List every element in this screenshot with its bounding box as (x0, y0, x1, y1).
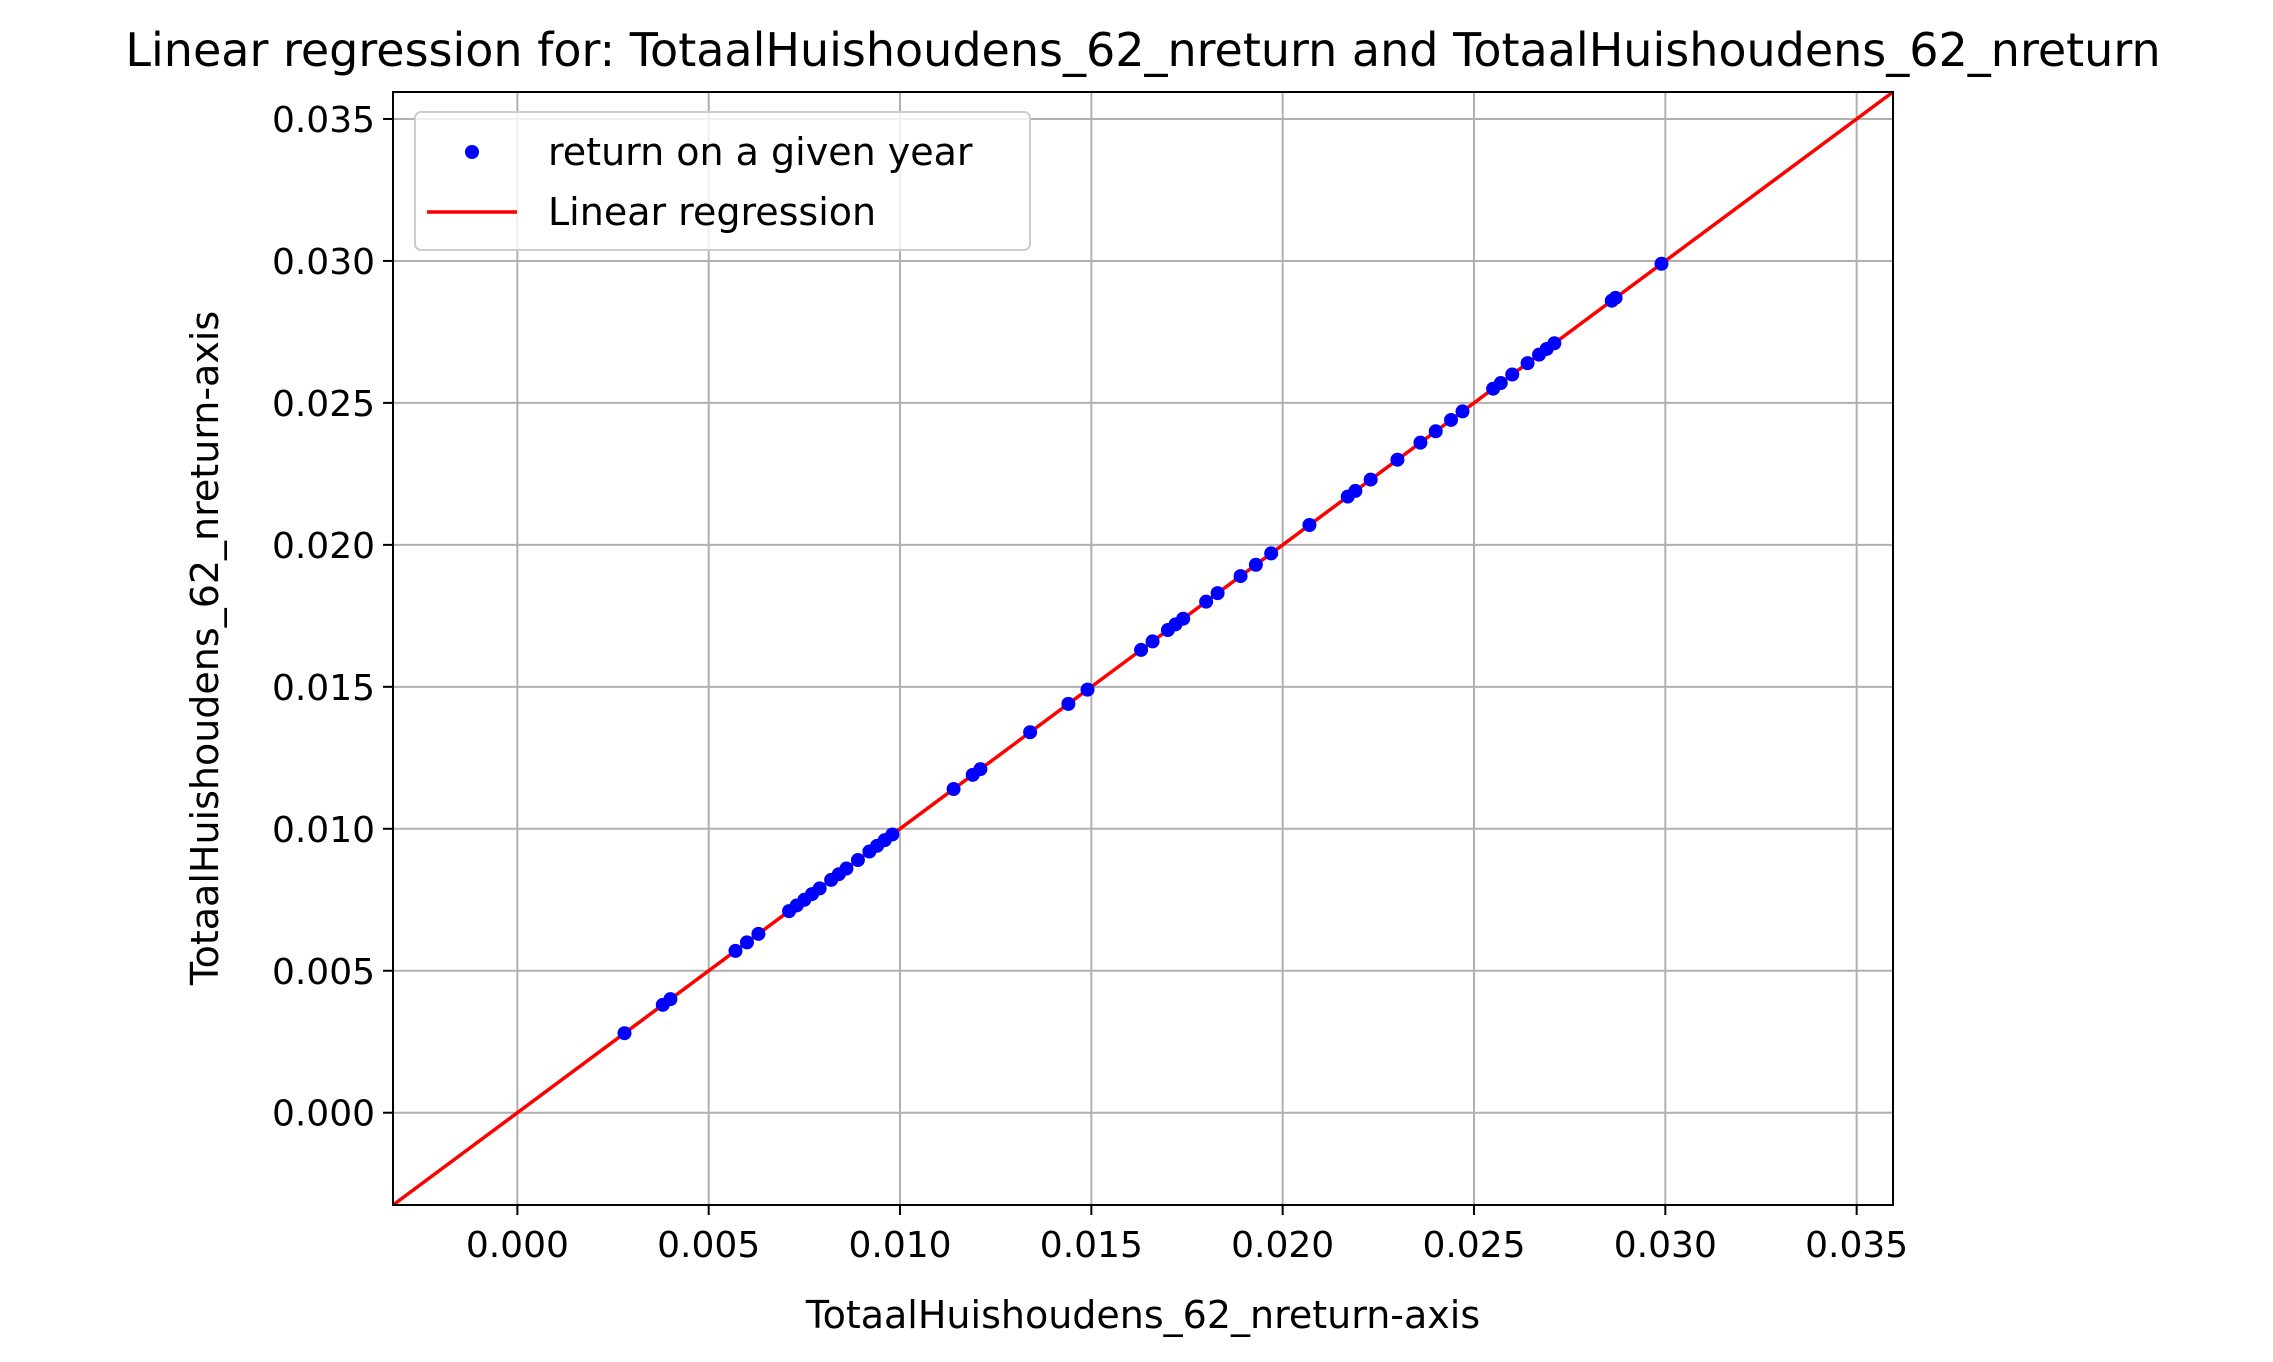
x-tick-label: 0.015 (1040, 1225, 1143, 1266)
legend: return on a given year Linear regression (414, 111, 1031, 251)
legend-scatter-marker (465, 145, 479, 159)
y-tick-label: 0.015 (272, 668, 375, 709)
data-point (946, 782, 961, 797)
scatter-points (617, 256, 1669, 1041)
data-point (1547, 336, 1562, 351)
x-tick-label: 0.000 (466, 1225, 569, 1266)
y-axis-label: TotaalHuishoudens_62_nreturn-axis (183, 311, 227, 986)
x-axis-ticks: 0.000 0.005 0.010 0.015 0.020 0.025 0.030 0.035 (466, 1205, 1908, 1266)
data-point (1302, 517, 1317, 532)
data-point (1176, 611, 1191, 626)
legend-label-scatter: return on a given year (548, 130, 973, 174)
y-tick-label: 0.035 (272, 100, 375, 141)
plot-content (393, 92, 1893, 1205)
chart-title: Linear regression for: TotaalHuishoudens… (125, 23, 2160, 77)
y-tick-label: 0.030 (272, 242, 375, 283)
data-point (728, 943, 743, 958)
data-point (1348, 483, 1363, 498)
data-point (1023, 725, 1038, 740)
legend-label-regression: Linear regression (548, 190, 876, 234)
data-point (1199, 594, 1214, 609)
data-point (1248, 557, 1263, 572)
data-point (751, 926, 766, 941)
data-point (1444, 412, 1459, 427)
y-tick-label: 0.025 (272, 384, 375, 425)
y-axis-ticks: 0.000 0.005 0.010 0.015 0.020 0.025 0.030 0.035 (272, 100, 393, 1135)
data-point (1145, 634, 1160, 649)
data-point (1390, 452, 1405, 467)
x-tick-label: 0.020 (1231, 1225, 1334, 1266)
data-point (1654, 256, 1669, 271)
y-tick-label: 0.000 (272, 1094, 375, 1135)
data-point (1455, 404, 1470, 419)
plot-frame (392, 91, 1894, 1206)
data-point (1608, 290, 1623, 305)
data-point (1080, 682, 1095, 697)
x-tick-label: 0.035 (1805, 1225, 1908, 1266)
x-axis-label: TotaalHuishoudens_62_nreturn-axis (805, 1293, 1480, 1337)
y-tick-label: 0.005 (272, 952, 375, 993)
data-point (1520, 356, 1535, 371)
data-point (617, 1026, 632, 1041)
data-point (1264, 546, 1279, 561)
data-point (1061, 696, 1076, 711)
data-point (1505, 367, 1520, 382)
data-point (1210, 586, 1225, 601)
data-point (973, 762, 988, 777)
data-point (1428, 424, 1443, 439)
x-tick-label: 0.010 (848, 1225, 951, 1266)
data-point (1413, 435, 1428, 450)
x-tick-label: 0.030 (1614, 1225, 1717, 1266)
legend-box (414, 111, 1031, 251)
y-tick-label: 0.010 (272, 810, 375, 851)
data-point (739, 935, 754, 950)
x-tick-label: 0.005 (657, 1225, 760, 1266)
data-point (885, 827, 900, 842)
data-point (850, 853, 865, 868)
data-point (1233, 569, 1248, 584)
data-point (812, 881, 827, 896)
y-tick-label: 0.020 (272, 526, 375, 567)
data-point (1493, 376, 1508, 391)
x-tick-label: 0.025 (1422, 1225, 1525, 1266)
grid (393, 92, 1893, 1205)
data-point (663, 992, 678, 1007)
data-point (1363, 472, 1378, 487)
data-point (839, 861, 854, 876)
data-point (1134, 642, 1149, 657)
